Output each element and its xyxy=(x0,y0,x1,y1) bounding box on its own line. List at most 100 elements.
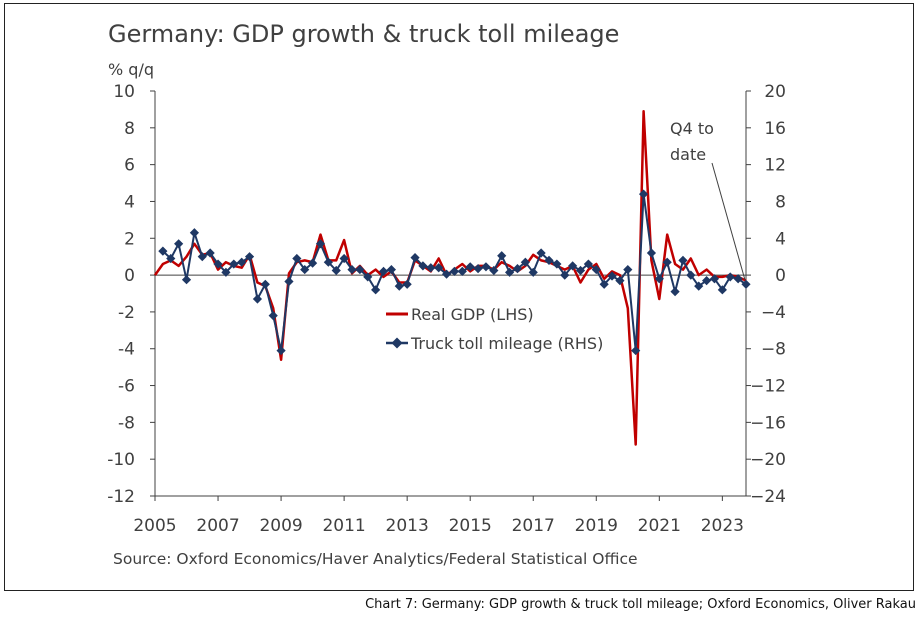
legend-marker-truck-toll xyxy=(391,337,403,349)
truck-toll-point xyxy=(276,345,286,356)
truck-toll-point xyxy=(229,259,239,269)
chart-frame xyxy=(4,3,914,591)
truck-toll-point xyxy=(402,279,412,289)
annotation-line-2: date xyxy=(670,145,706,164)
truck-toll-point xyxy=(221,267,231,277)
truck-toll-point xyxy=(552,259,562,269)
truck-toll-point xyxy=(323,257,333,267)
truck-toll-point xyxy=(481,262,491,272)
truck-toll-point xyxy=(520,257,530,267)
truck-toll-point xyxy=(205,248,215,258)
truck-toll-point xyxy=(678,255,688,265)
truck-toll-point xyxy=(591,264,601,275)
truck-toll-point xyxy=(363,272,373,282)
truck-toll-point xyxy=(434,263,444,273)
y-right-tick-label: −24 xyxy=(750,487,786,507)
truck-toll-point xyxy=(465,262,475,272)
truck-toll-point xyxy=(268,310,278,321)
truck-toll-point xyxy=(181,275,192,285)
truck-toll-point xyxy=(512,264,523,274)
y-left-tick-label: 2 xyxy=(124,229,135,249)
truck-toll-point xyxy=(505,267,515,277)
y-left-tick-label: -12 xyxy=(107,487,135,507)
truck-toll-point xyxy=(244,252,255,262)
truck-toll-point xyxy=(599,279,609,289)
truck-toll-point xyxy=(733,274,743,284)
truck-toll-point xyxy=(709,274,720,284)
truck-toll-point xyxy=(646,248,657,258)
truck-toll-point xyxy=(536,248,546,258)
truck-toll-point xyxy=(528,267,538,277)
chart-title: Germany: GDP growth & truck toll mileage xyxy=(108,20,620,48)
x-tick-label: 2013 xyxy=(386,516,429,536)
truck-toll-point xyxy=(158,246,168,256)
y-right-tick-label: 0 xyxy=(775,266,786,286)
y-right-tick-label: 4 xyxy=(775,229,786,249)
y-left-tick-label: -6 xyxy=(118,377,135,397)
truck-toll-point xyxy=(497,251,507,261)
truck-toll-point xyxy=(237,257,247,267)
y-left-tick-label: 6 xyxy=(124,156,135,176)
y-right-tick-label: 20 xyxy=(764,82,786,102)
x-tick-label: 2007 xyxy=(196,516,239,536)
truck-toll-point xyxy=(418,261,428,271)
legend: Real GDP (LHS) Truck toll mileage (RHS) xyxy=(386,305,603,353)
truck-toll-point xyxy=(166,253,176,264)
x-tick-label: 2019 xyxy=(575,516,618,536)
legend-label-truck-toll: Truck toll mileage (RHS) xyxy=(410,334,603,353)
truck-toll-point xyxy=(355,264,365,275)
truck-toll-point xyxy=(441,269,452,279)
y-left-tick-label: 4 xyxy=(124,192,135,212)
legend-label-real-gdp: Real GDP (LHS) xyxy=(411,305,534,324)
y-right-tick-label: −12 xyxy=(750,377,786,397)
truck-toll-point xyxy=(315,239,326,249)
truck-toll-point xyxy=(702,276,712,286)
truck-toll-point xyxy=(308,258,318,268)
y-left-tick-label: -8 xyxy=(118,413,135,433)
truck-toll-point xyxy=(260,279,270,289)
truck-toll-point xyxy=(623,264,633,275)
x-tick-label: 2023 xyxy=(701,516,744,536)
truck-toll-point xyxy=(654,274,664,284)
y-right-tick-label: −8 xyxy=(761,340,786,360)
y-left-tick-label: -10 xyxy=(107,450,135,470)
axes: 1086420-2-4-6-8-10-12201612840−4−8−12−16… xyxy=(107,82,786,536)
truck-toll-point xyxy=(213,259,223,269)
chart-caption: Chart 7: Germany: GDP growth & truck tol… xyxy=(365,597,916,612)
truck-toll-point xyxy=(426,263,436,273)
y-left-tick-label: 0 xyxy=(124,266,135,286)
y-left-tick-label: -4 xyxy=(118,340,135,360)
x-tick-label: 2009 xyxy=(259,516,302,536)
truck-toll-point xyxy=(607,271,617,281)
truck-toll-point xyxy=(662,257,672,267)
truck-toll-point xyxy=(300,264,310,275)
truck-toll-point xyxy=(394,281,404,291)
x-tick-label: 2005 xyxy=(133,516,176,536)
y-right-tick-label: −20 xyxy=(750,450,786,470)
truck-toll-point xyxy=(457,266,467,277)
y-left-tick-label: -2 xyxy=(118,303,135,323)
annotation-q4-to-date: Q4 to date xyxy=(670,119,746,281)
x-tick-label: 2017 xyxy=(512,516,555,536)
truck-toll-point xyxy=(631,345,641,356)
x-tick-label: 2015 xyxy=(449,516,492,536)
truck-toll-point xyxy=(197,252,207,262)
truck-toll-point xyxy=(583,259,593,269)
truck-toll-point xyxy=(386,264,396,275)
truck-toll-point xyxy=(189,228,199,238)
y-axis-unit-label: % q/q xyxy=(108,60,154,79)
truck-toll-point xyxy=(560,270,570,280)
y-right-tick-label: −16 xyxy=(750,413,786,433)
truck-toll-point xyxy=(575,265,586,276)
truck-toll-point xyxy=(371,285,381,295)
annotation-pointer xyxy=(711,162,746,281)
truck-toll-point xyxy=(670,287,680,297)
y-right-tick-label: 16 xyxy=(764,119,786,139)
source-note: Source: Oxford Economics/Haver Analytics… xyxy=(113,550,638,568)
truck-toll-point xyxy=(741,279,751,289)
truck-toll-point xyxy=(378,266,389,277)
truck-toll-point xyxy=(339,253,349,264)
y-left-tick-label: 8 xyxy=(124,119,135,139)
truck-toll-point xyxy=(174,239,184,249)
